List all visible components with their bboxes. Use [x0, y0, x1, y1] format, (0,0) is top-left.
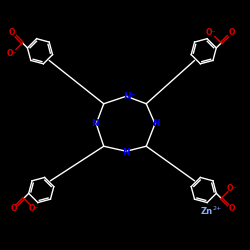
- Text: O⁻: O⁻: [7, 49, 18, 58]
- Text: O⁻: O⁻: [226, 184, 237, 192]
- Text: N⁻: N⁻: [123, 92, 136, 101]
- Text: N: N: [152, 119, 160, 128]
- Text: O: O: [228, 28, 235, 37]
- Text: Zn: Zn: [200, 207, 212, 216]
- Text: O⁻: O⁻: [206, 28, 216, 37]
- Text: O: O: [228, 204, 235, 213]
- Text: N: N: [122, 148, 130, 157]
- Text: O: O: [9, 28, 16, 37]
- Text: N: N: [91, 119, 99, 128]
- Text: O⁻: O⁻: [29, 204, 39, 213]
- Text: O: O: [10, 204, 17, 213]
- Text: 2+: 2+: [213, 206, 222, 211]
